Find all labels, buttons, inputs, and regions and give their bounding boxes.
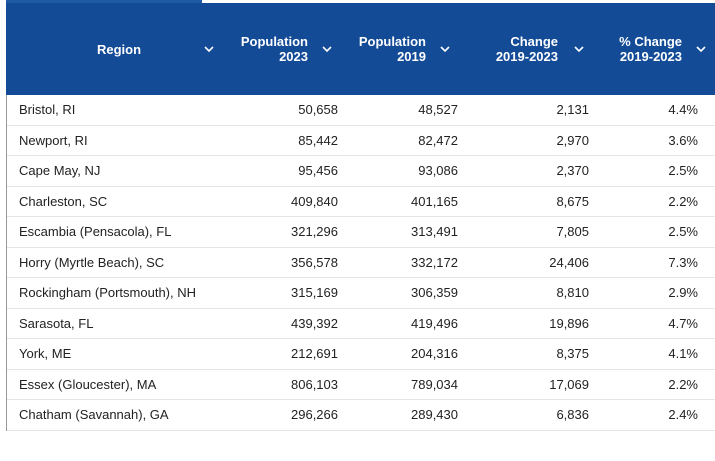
cell-change: 6,836: [556, 407, 589, 423]
cell-population-2019: 419,496: [411, 315, 458, 331]
cell-region: Charleston, SC: [19, 193, 108, 209]
cell-region: Cape May, NJ: [19, 163, 101, 179]
column-header-change[interactable]: Change 2019-2023: [468, 3, 594, 95]
table-row: Essex (Gloucester), MA 806,103 789,034 1…: [7, 370, 715, 400]
cell-population-2023: 409,840: [291, 193, 338, 209]
table-row: Sarasota, FL 439,392 419,496 19,896 4.7%: [7, 309, 715, 339]
cell-change: 8,810: [556, 285, 589, 301]
chevron-down-icon[interactable]: [320, 42, 334, 56]
cell-population-2023: 806,103: [291, 376, 338, 392]
chevron-down-icon[interactable]: [438, 42, 452, 56]
cell-region: York, ME: [19, 346, 72, 362]
cell-population-2023: 212,691: [291, 346, 338, 362]
cell-percent-change: 2.2%: [668, 376, 698, 392]
cell-population-2023: 439,392: [291, 315, 338, 331]
cell-percent-change: 4.7%: [668, 315, 698, 331]
column-header-label: % Change 2019-2023: [619, 34, 682, 64]
header-accent-bar: [6, 0, 202, 3]
cell-population-2019: 789,034: [411, 376, 458, 392]
table-row: Chatham (Savannah), GA 296,266 289,430 6…: [7, 400, 715, 431]
cell-change: 24,406: [549, 254, 589, 270]
cell-change: 7,805: [556, 224, 589, 240]
cell-population-2019: 93,086: [418, 163, 458, 179]
cell-population-2019: 82,472: [418, 132, 458, 148]
cell-population-2023: 95,456: [298, 163, 338, 179]
column-header-population-2023[interactable]: Population 2023: [232, 3, 350, 95]
cell-change: 19,896: [549, 315, 589, 331]
cell-region: Chatham (Savannah), GA: [19, 407, 169, 423]
cell-percent-change: 3.6%: [668, 132, 698, 148]
cell-region: Essex (Gloucester), MA: [19, 376, 157, 392]
cell-change: 2,370: [556, 163, 589, 179]
column-header-percent-change[interactable]: % Change 2019-2023: [594, 3, 715, 95]
cell-percent-change: 2.4%: [668, 407, 698, 423]
cell-population-2019: 332,172: [411, 254, 458, 270]
cell-population-2019: 204,316: [411, 346, 458, 362]
cell-region: Bristol, RI: [19, 102, 76, 118]
cell-percent-change: 2.9%: [668, 285, 698, 301]
cell-population-2023: 50,658: [298, 102, 338, 118]
cell-percent-change: 7.3%: [668, 254, 698, 270]
table-row: Horry (Myrtle Beach), SC 356,578 332,172…: [7, 248, 715, 278]
table-row: York, ME 212,691 204,316 8,375 4.1%: [7, 339, 715, 370]
column-header-label: Population 2019: [358, 34, 426, 64]
cell-change: 2,131: [556, 102, 589, 118]
column-header-label: Change 2019-2023: [495, 34, 558, 64]
cell-population-2023: 296,266: [291, 407, 338, 423]
table-row: Escambia (Pensacola), FL 321,296 313,491…: [7, 217, 715, 248]
cell-change: 2,970: [556, 132, 589, 148]
cell-change: 8,675: [556, 193, 589, 209]
cell-region: Rockingham (Portsmouth), NH: [19, 285, 196, 301]
cell-region: Escambia (Pensacola), FL: [19, 224, 172, 240]
cell-population-2019: 306,359: [411, 285, 458, 301]
cell-population-2019: 313,491: [411, 224, 458, 240]
cell-region: Sarasota, FL: [19, 315, 94, 331]
cell-percent-change: 2.5%: [668, 163, 698, 179]
column-header-region[interactable]: Region: [6, 3, 232, 95]
cell-population-2019: 401,165: [411, 193, 458, 209]
table-row: Charleston, SC 409,840 401,165 8,675 2.2…: [7, 187, 715, 217]
table-row: Cape May, NJ 95,456 93,086 2,370 2.5%: [7, 156, 715, 187]
cell-percent-change: 4.1%: [668, 346, 698, 362]
cell-population-2023: 85,442: [298, 132, 338, 148]
table-row: Bristol, RI 50,658 48,527 2,131 4.4%: [7, 95, 715, 126]
chevron-down-icon[interactable]: [572, 42, 586, 56]
table-body: Bristol, RI 50,658 48,527 2,131 4.4% New…: [6, 95, 715, 431]
cell-percent-change: 2.5%: [668, 224, 698, 240]
cell-change: 17,069: [549, 376, 589, 392]
cell-percent-change: 2.2%: [668, 193, 698, 209]
column-header-label: Region: [96, 41, 142, 57]
cell-population-2023: 356,578: [291, 254, 338, 270]
chevron-down-icon[interactable]: [202, 42, 216, 56]
chevron-down-icon[interactable]: [694, 42, 708, 56]
cell-population-2019: 289,430: [411, 407, 458, 423]
table-row: Newport, RI 85,442 82,472 2,970 3.6%: [7, 126, 715, 156]
cell-change: 8,375: [556, 346, 589, 362]
cell-population-2023: 315,169: [291, 285, 338, 301]
cell-population-2019: 48,527: [418, 102, 458, 118]
cell-percent-change: 4.4%: [668, 102, 698, 118]
table-row: Rockingham (Portsmouth), NH 315,169 306,…: [7, 278, 715, 309]
column-header-label: Population 2023: [240, 34, 308, 64]
cell-region: Newport, RI: [19, 132, 88, 148]
column-header-population-2019[interactable]: Population 2019: [350, 3, 468, 95]
cell-population-2023: 321,296: [291, 224, 338, 240]
cell-region: Horry (Myrtle Beach), SC: [19, 254, 165, 270]
table-header: Region Population 2023 Population 2019 C…: [6, 3, 715, 95]
